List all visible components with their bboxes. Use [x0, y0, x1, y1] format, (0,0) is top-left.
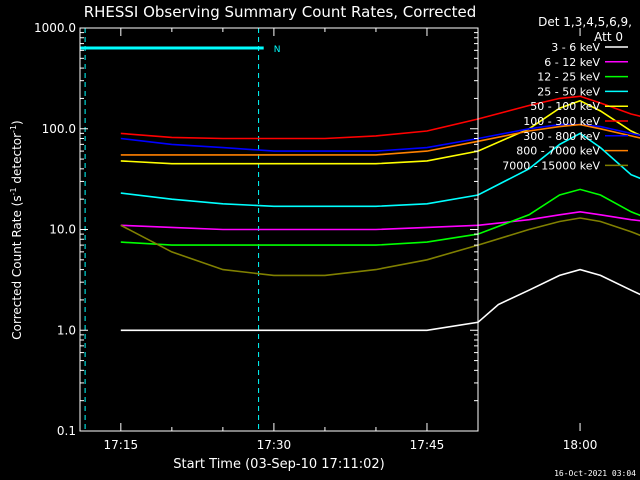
- y-axis-label: Corrected Count Rate (s-1 detector-1): [9, 120, 24, 339]
- y-tick-label: 1000.0: [34, 21, 76, 35]
- y-axis: 1000.0 100.0 10.0 1.0 0.1: [34, 21, 478, 438]
- series-line: [120, 217, 640, 277]
- x-axis-label: Start Time (03-Sep-10 17:11:02): [173, 457, 384, 472]
- legend-label: 12 - 25 keV: [537, 71, 600, 84]
- series-line: [120, 210, 640, 231]
- series-line: [120, 123, 640, 152]
- series-line: [120, 132, 640, 208]
- legend-header-line-2: Att 0: [594, 30, 623, 44]
- y-tick-label: 10.0: [49, 223, 76, 237]
- series-line: [120, 268, 640, 332]
- legend-label: 6 - 12 keV: [544, 56, 600, 69]
- plot-area: NS: [80, 28, 640, 431]
- series-line: [120, 123, 640, 156]
- x-tick-label: 17:15: [104, 438, 139, 452]
- legend-label: 7000 - 15000 keV: [502, 159, 600, 172]
- legend-label: 50 - 100 keV: [530, 100, 600, 113]
- legend-label: 3 - 6 keV: [551, 41, 600, 54]
- y-tick-label: 0.1: [57, 424, 76, 438]
- legend-label: 100 - 300 keV: [523, 115, 600, 128]
- chart-title: RHESSI Observing Summary Count Rates, Co…: [84, 3, 477, 21]
- legend-header-line-1: Det 1,3,4,5,6,9,: [538, 15, 632, 29]
- flag-label: N: [274, 45, 281, 55]
- legend-label: 800 - 7000 keV: [516, 145, 600, 158]
- series-line: [120, 188, 640, 246]
- x-tick-label: 17:45: [410, 438, 445, 452]
- legend-label: 300 - 800 keV: [523, 130, 600, 143]
- y-tick-label: 1.0: [57, 323, 76, 337]
- legend-label: 25 - 50 keV: [537, 85, 600, 98]
- x-tick-label: 18:00: [563, 438, 598, 452]
- y-tick-label: 100.0: [42, 122, 76, 136]
- series-line: [120, 99, 640, 165]
- x-tick-label: 17:30: [257, 438, 292, 452]
- footer-timestamp: 16-Oct-2021 03:04: [554, 469, 636, 478]
- series-line: [120, 95, 640, 140]
